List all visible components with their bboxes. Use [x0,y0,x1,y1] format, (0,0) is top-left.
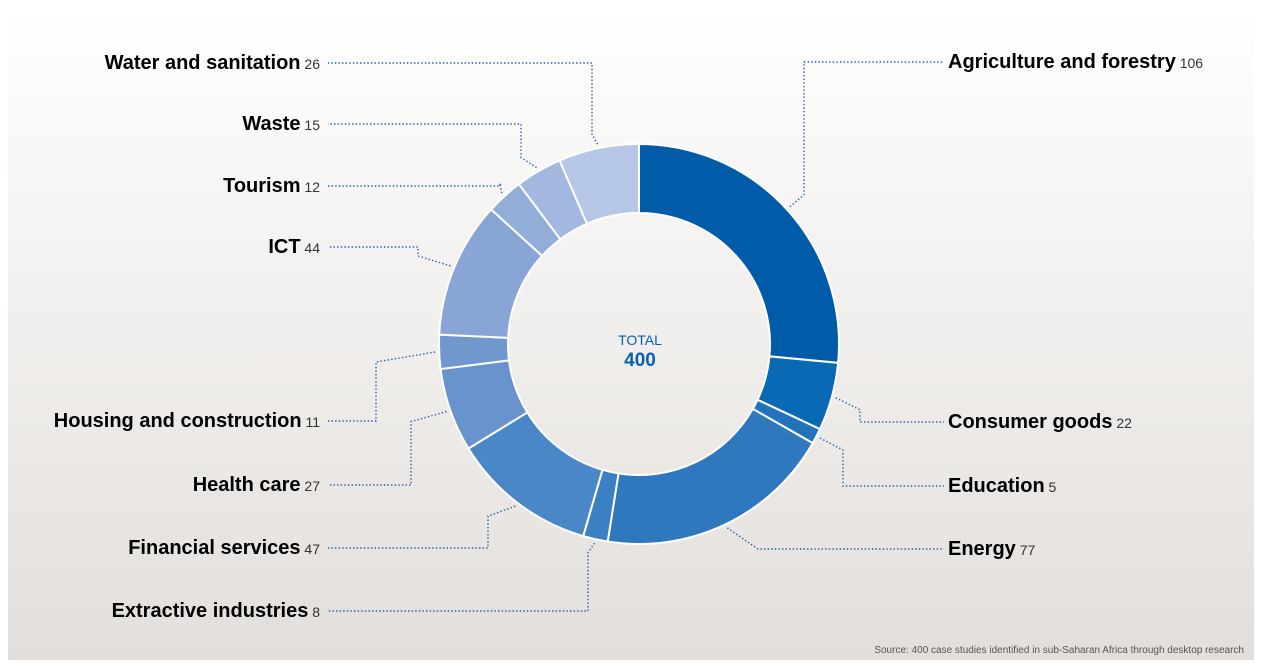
label-health-care: Health care 27 [193,474,321,496]
leader-extractive-industries [328,542,596,612]
label-value: 5 [1045,479,1057,495]
slice-water-and-sanitation [558,142,640,226]
label-name: Tourism [223,175,300,197]
label-value: 106 [1176,55,1203,71]
label-value: 47 [301,541,321,557]
label-name: Waste [242,113,300,135]
label-value: 11 [302,414,321,430]
label-value: 44 [301,240,321,256]
leader-ict [328,246,451,267]
label-education: Education 5 [948,475,1057,497]
center-total-value: 400 [624,350,656,371]
slice-energy [606,407,815,545]
label-name: Housing and construction [54,410,302,432]
label-ict: ICT 44 [268,236,320,258]
label-name: Energy [948,538,1017,560]
label-agriculture-and-forestry: Agriculture and forestry 106 [948,51,1203,73]
leader-agriculture-and-forestry [789,61,944,208]
label-consumer-goods: Consumer goods 22 [948,411,1132,433]
label-value: 15 [301,117,321,133]
label-name: Financial services [128,537,300,559]
label-value: 27 [301,478,321,494]
label-water-and-sanitation: Water and sanitation 26 [105,52,321,74]
label-value: 22 [1112,415,1132,431]
slice-agriculture-and-forestry [638,142,840,364]
label-value: 8 [308,604,320,620]
center-label: TOTAL [618,332,662,348]
label-name: Health care [193,474,301,496]
donut-chart: Agriculture and forestry 106 Consumer goo… [54,51,1204,622]
label-name: Water and sanitation [105,52,301,74]
label-waste: Waste 15 [242,113,320,135]
leader-financial-services [328,505,516,549]
label-name: ICT [268,236,300,258]
label-tourism: Tourism 12 [223,175,320,197]
slice-labels: Agriculture and forestry 106 Consumer goo… [54,51,1204,622]
leader-housing-and-construction [328,351,436,422]
label-energy: Energy 77 [948,538,1035,560]
donut-slices [438,142,840,545]
label-name: Extractive industries [112,600,309,622]
label-value: 77 [1016,542,1036,558]
label-financial-services: Financial services 47 [128,537,320,559]
label-value: 12 [301,179,321,195]
leader-education [819,437,944,487]
label-name: Education [948,475,1045,497]
label-extractive-industries: Extractive industries 8 [112,600,321,622]
label-name: Agriculture and forestry [948,51,1177,73]
leader-water-and-sanitation [328,62,599,145]
label-housing-and-construction: Housing and construction 11 [54,410,320,432]
leader-health-care [328,410,447,486]
leader-tourism [328,182,503,194]
source-note: Source: 400 case studies identified in s… [874,645,1244,656]
leader-lines [328,61,944,612]
label-name: Consumer goods [948,411,1112,433]
leader-consumer-goods [835,397,944,423]
leader-waste [328,123,537,169]
label-value: 26 [301,56,321,72]
leader-energy [726,527,944,550]
chart-panel: Agriculture and forestry 106 Consumer goo… [8,8,1254,660]
